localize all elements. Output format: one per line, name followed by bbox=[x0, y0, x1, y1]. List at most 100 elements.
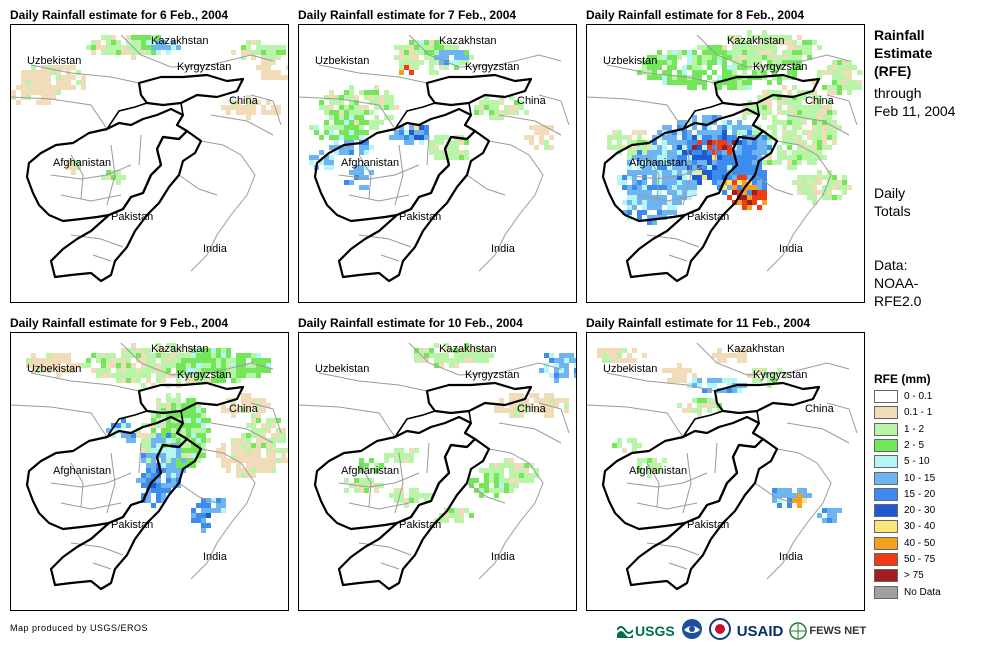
rainfall-map bbox=[299, 342, 576, 591]
admin-boundary bbox=[826, 402, 858, 434]
admin-boundary bbox=[682, 144, 692, 206]
country-label-pakistan: Pakistan bbox=[399, 211, 442, 223]
map-panel-feb-6: Daily Rainfall estimate for 6 Feb., 2004… bbox=[10, 8, 289, 308]
legend-label: No Data bbox=[904, 586, 941, 598]
admin-boundary bbox=[299, 404, 396, 438]
country-label-kyrgyzstan: Kyrgyzstan bbox=[753, 61, 808, 73]
kyrgyzstan-border bbox=[137, 73, 245, 107]
country-label-afghanistan: Afghanistan bbox=[341, 157, 400, 169]
legend-label: 50 - 75 bbox=[904, 554, 936, 566]
country-label-uzbekistan: Uzbekistan bbox=[27, 55, 82, 67]
admin-boundary bbox=[394, 452, 404, 514]
legend-label: 20 - 30 bbox=[904, 505, 936, 517]
admin-boundary bbox=[11, 404, 108, 438]
fews-net-logo: FEWS NET bbox=[789, 622, 866, 640]
legend-label: 0.1 - 1 bbox=[904, 407, 933, 419]
admin-boundary bbox=[587, 96, 684, 130]
legend-item: 20 - 30 bbox=[874, 504, 936, 518]
map-frame: Kazakhstan Kyrgyzstan Uzbekistan China Afgha… bbox=[10, 332, 289, 611]
side-heading: Rainfall Estimate (RFE) bbox=[874, 26, 932, 80]
fews-net-logo-text: FEWS NET bbox=[809, 625, 867, 637]
legend-swatch bbox=[874, 487, 898, 501]
admin-boundary bbox=[358, 154, 372, 200]
country-label-uzbekistan: Uzbekistan bbox=[603, 363, 658, 375]
side-heading-line: Rainfall bbox=[874, 27, 925, 43]
tajikistan-border bbox=[680, 410, 761, 440]
admin-boundary bbox=[92, 254, 112, 262]
country-label-china: China bbox=[517, 95, 546, 107]
rainfall-field bbox=[597, 348, 842, 523]
panel-title: Daily Rainfall estimate for 8 Feb., 2004 bbox=[586, 8, 805, 22]
legend-label: 15 - 20 bbox=[904, 488, 936, 500]
country-label-afghanistan: Afghanistan bbox=[629, 465, 688, 477]
legend-label: 0 - 0.1 bbox=[904, 391, 933, 403]
admin-boundary bbox=[498, 422, 562, 444]
legend-label: 2 - 5 bbox=[904, 440, 925, 452]
tajikistan-border bbox=[104, 102, 185, 132]
legend-item: 5 - 10 bbox=[874, 455, 930, 469]
legend-item: 10 - 15 bbox=[874, 471, 936, 485]
admin-boundary bbox=[358, 462, 372, 508]
panel-title: Daily Rainfall estimate for 9 Feb., 2004 bbox=[10, 316, 229, 330]
admin-boundary bbox=[92, 562, 112, 570]
usgs-logo: USGS bbox=[617, 623, 675, 639]
admin-boundary bbox=[348, 502, 410, 510]
side-daily-line: Daily bbox=[874, 185, 906, 201]
country-label-afghanistan: Afghanistan bbox=[341, 465, 400, 477]
country-label-pakistan: Pakistan bbox=[687, 211, 730, 223]
admin-boundary bbox=[754, 482, 794, 504]
country-label-kazakhstan: Kazakhstan bbox=[727, 343, 785, 355]
legend-item: 15 - 20 bbox=[874, 487, 936, 501]
admin-boundary bbox=[668, 254, 688, 262]
legend-item: 30 - 40 bbox=[874, 520, 935, 534]
rainfall-map bbox=[299, 34, 570, 283]
noaa-logo bbox=[681, 618, 703, 645]
legend-swatch bbox=[874, 585, 898, 599]
admin-boundary bbox=[408, 34, 562, 68]
pakistan-border bbox=[49, 129, 203, 283]
country-label-kazakhstan: Kazakhstan bbox=[439, 343, 497, 355]
legend-item: 40 - 50 bbox=[874, 536, 935, 550]
admin-boundary bbox=[466, 174, 506, 196]
rainfall-field bbox=[26, 343, 288, 533]
legend-item: > 75 bbox=[874, 569, 924, 583]
panel-title: Daily Rainfall estimate for 11 Feb., 200… bbox=[586, 316, 811, 330]
admin-boundary bbox=[30, 372, 140, 392]
admin-boundary bbox=[50, 472, 132, 488]
country-label-kazakhstan: Kazakhstan bbox=[439, 35, 497, 47]
side-data-line: NOAA- bbox=[874, 275, 919, 291]
country-label-kyrgyzstan: Kyrgyzstan bbox=[177, 369, 232, 381]
legend-swatch bbox=[874, 471, 898, 485]
admin-boundary bbox=[120, 342, 274, 376]
legend-label: 1 - 2 bbox=[904, 423, 925, 435]
admin-boundary bbox=[138, 134, 142, 166]
country-label-uzbekistan: Uzbekistan bbox=[315, 55, 370, 67]
pakistan-border bbox=[49, 437, 203, 591]
rainfall-map bbox=[587, 342, 858, 591]
panel-title: Daily Rainfall estimate for 10 Feb., 200… bbox=[298, 316, 523, 330]
side-through: through Feb 11, 2004 bbox=[874, 84, 955, 120]
panel-title: Daily Rainfall estimate for 6 Feb., 2004 bbox=[10, 8, 229, 22]
side-data-source: Data: NOAA- RFE2.0 bbox=[874, 256, 921, 310]
legend-label: 10 - 15 bbox=[904, 472, 936, 484]
admin-boundary bbox=[626, 164, 708, 180]
admin-boundary bbox=[646, 462, 660, 508]
rainfall-field bbox=[11, 35, 288, 185]
usgs-logo-text: USGS bbox=[635, 623, 675, 639]
country-label-china: China bbox=[229, 95, 258, 107]
kyrgyzstan-border bbox=[713, 381, 821, 415]
admin-boundary bbox=[478, 140, 544, 272]
admin-boundary bbox=[11, 96, 108, 130]
country-label-kazakhstan: Kazakhstan bbox=[151, 343, 209, 355]
admin-boundary bbox=[178, 174, 218, 196]
admin-boundary bbox=[178, 482, 218, 504]
admin-boundary bbox=[318, 372, 428, 392]
legend-label: 5 - 10 bbox=[904, 456, 930, 468]
map-panel-feb-10: Daily Rainfall estimate for 10 Feb., 200… bbox=[298, 316, 577, 616]
country-label-pakistan: Pakistan bbox=[111, 519, 154, 531]
admin-boundary bbox=[538, 94, 570, 126]
admin-boundary bbox=[408, 342, 562, 376]
kyrgyzstan-border bbox=[425, 73, 533, 107]
country-label-pakistan: Pakistan bbox=[111, 211, 154, 223]
rainfall-field bbox=[344, 343, 576, 523]
